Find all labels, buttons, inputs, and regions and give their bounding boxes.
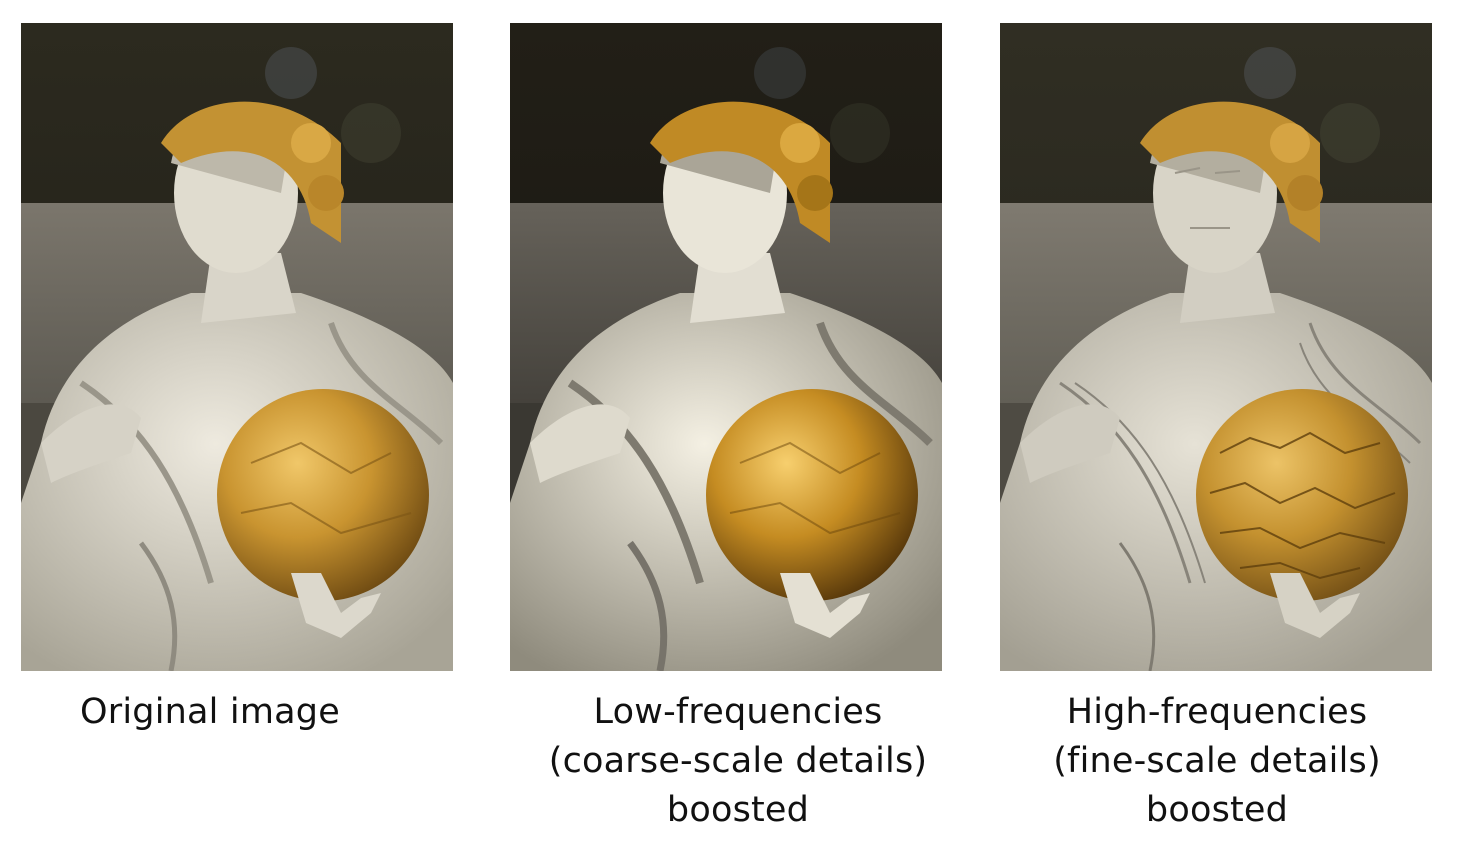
high-frequency-boosted-image (1000, 23, 1432, 671)
caption-line: boosted (1145, 790, 1289, 830)
caption-high-frequency: High-frequencies (fine-scale details) bo… (1002, 688, 1432, 835)
caption-original: Original image (60, 688, 360, 737)
high-frequency-image-panel (1000, 23, 1432, 671)
original-image (21, 23, 453, 671)
caption-line: boosted (666, 790, 810, 830)
caption-line: (fine-scale details) (1053, 741, 1381, 781)
caption-line: High-frequencies (1066, 692, 1368, 732)
original-image-panel (21, 23, 453, 671)
caption-low-frequency: Low-frequencies (coarse-scale details) b… (520, 688, 956, 835)
low-frequency-boosted-image (510, 23, 942, 671)
caption-line: Low-frequencies (593, 692, 883, 732)
caption-line: Original image (80, 692, 340, 732)
caption-line: (coarse-scale details) (548, 741, 928, 781)
low-frequency-image-panel (510, 23, 942, 671)
